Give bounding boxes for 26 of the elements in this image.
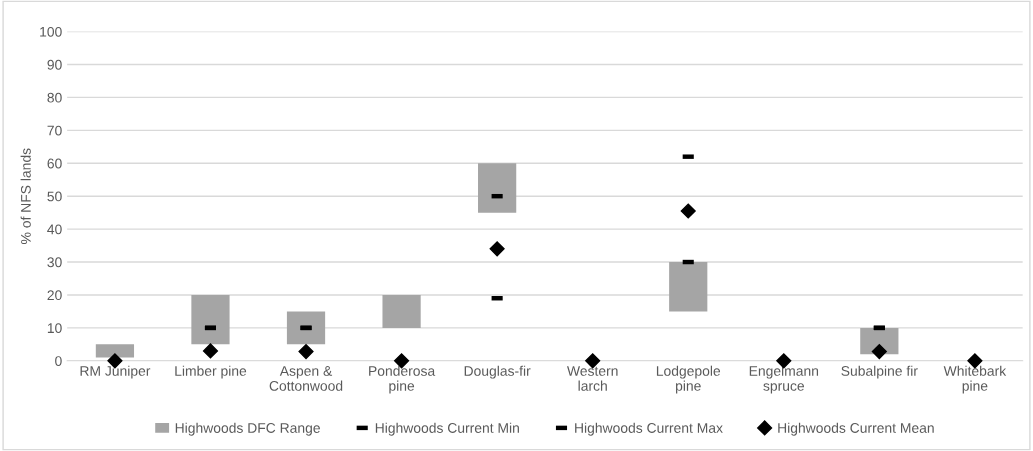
x-tick-label: RM Juniper	[80, 365, 151, 379]
y-tick-label: 50	[47, 191, 62, 202]
legend-label: Highwoods DFC Range	[175, 422, 320, 436]
legend-label: Highwoods Current Mean	[778, 422, 934, 436]
y-axis-title: % of NFS lands	[20, 148, 31, 244]
y-tick-label: 40	[47, 224, 62, 235]
x-tick-label: Ponderosa pine	[369, 365, 436, 394]
legend-label: Highwoods Current Max	[575, 422, 723, 436]
x-tick-label: Subalpine fir	[841, 365, 918, 379]
y-tick-label: 90	[47, 59, 62, 70]
y-tick-label: 100	[40, 26, 62, 37]
x-tick-label: Douglas-fir	[464, 365, 531, 379]
x-tick-label: Aspen & Cottonwood	[269, 366, 343, 391]
y-tick-label: 0	[55, 356, 62, 366]
y-tick-label: 30	[47, 257, 62, 268]
y-tick-label: 10	[47, 323, 62, 334]
x-tick-label: Engelmann spruce	[749, 365, 819, 394]
x-tick-label: Lodgepole pine	[656, 365, 721, 394]
y-tick-label: 20	[47, 290, 62, 301]
x-tick-label: Western larch	[567, 366, 618, 391]
legend-label: Highwoods Current Min	[375, 422, 519, 436]
x-tick-label: Whitebark pine	[943, 365, 1007, 394]
x-tick-label: Limber pine	[175, 365, 247, 379]
y-tick-label: 60	[47, 158, 62, 169]
y-tick-label: 70	[47, 125, 62, 136]
y-tick-label: 80	[47, 92, 62, 103]
